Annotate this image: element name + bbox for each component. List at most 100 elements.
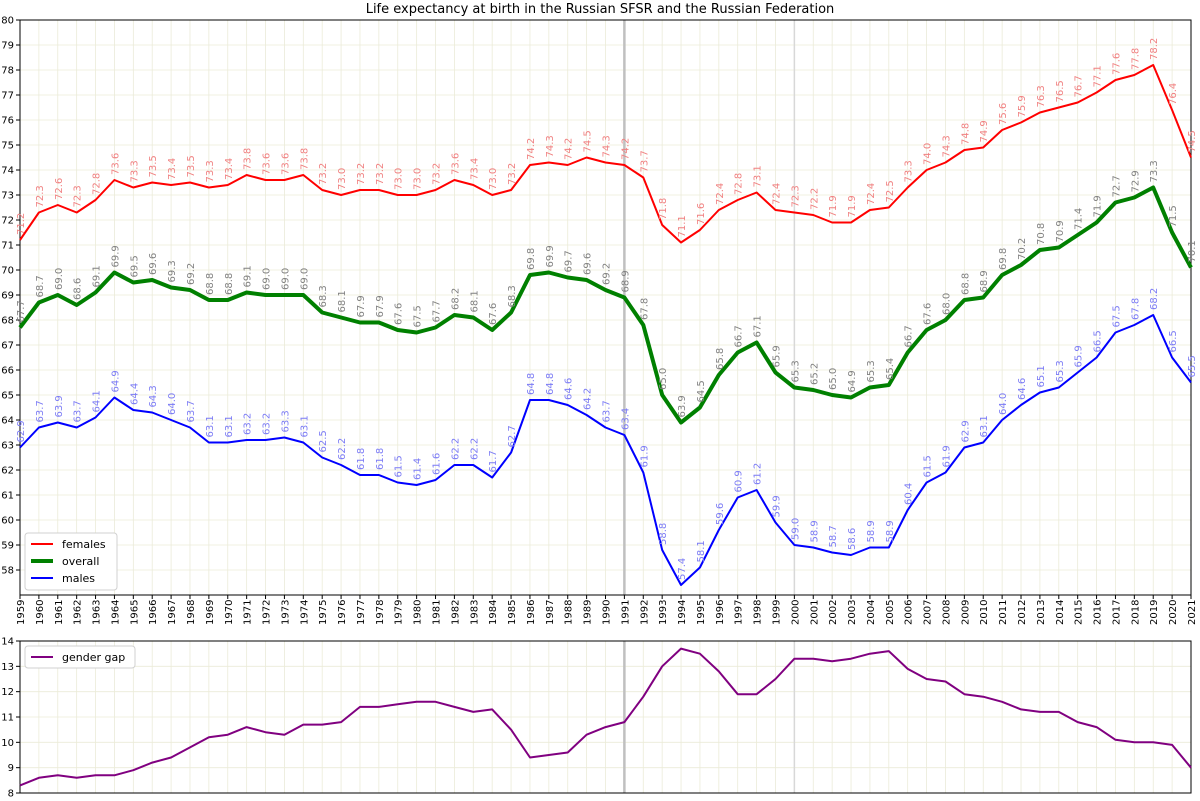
data-label-overall: 69.1 <box>243 265 254 287</box>
data-label-overall: 68.3 <box>507 285 518 307</box>
data-label-overall: 65.0 <box>828 368 839 390</box>
data-label-males: 63.2 <box>262 413 273 435</box>
data-label-males: 63.1 <box>979 415 990 437</box>
data-label-males: 58.1 <box>696 540 707 562</box>
data-label-females: 77.8 <box>1130 48 1141 70</box>
data-label-males: 63.7 <box>35 400 46 422</box>
legend-main: females overall males <box>24 532 118 591</box>
data-label-females: 73.2 <box>507 163 518 185</box>
data-label-females: 72.2 <box>809 188 820 210</box>
data-label-overall: 68.9 <box>979 270 990 292</box>
data-label-females: 76.7 <box>1074 75 1085 97</box>
data-label-females: 71.6 <box>696 203 707 225</box>
data-label-overall: 69.2 <box>186 263 197 285</box>
data-label-females: 73.2 <box>375 163 386 185</box>
legend-box <box>24 645 136 669</box>
x-tick-label: 2000 <box>790 600 801 625</box>
x-tick-label: 2019 <box>1149 600 1160 625</box>
data-label-males: 58.9 <box>866 520 877 542</box>
x-tick-label: 1979 <box>394 600 405 625</box>
x-tick-label: 2009 <box>960 600 971 625</box>
data-label-overall: 67.1 <box>753 315 764 337</box>
x-tick-label: 2010 <box>979 600 990 625</box>
data-label-overall: 69.8 <box>526 248 537 270</box>
data-label-overall: 69.6 <box>148 253 159 275</box>
data-label-females: 75.6 <box>998 103 1009 125</box>
data-label-males: 61.8 <box>356 448 367 470</box>
data-label-females: 74.2 <box>526 138 537 160</box>
data-label-females: 73.7 <box>639 150 650 172</box>
data-label-males: 58.7 <box>828 525 839 547</box>
data-label-overall: 66.7 <box>904 325 915 347</box>
data-label-males: 64.8 <box>526 373 537 395</box>
x-tick-label: 1971 <box>243 600 254 625</box>
data-label-overall: 69.8 <box>998 248 1009 270</box>
x-tick-label: 1983 <box>469 600 480 625</box>
y-tick-label: 71 <box>1 241 14 252</box>
data-label-females: 73.2 <box>356 163 367 185</box>
data-label-females: 73.3 <box>205 160 216 182</box>
y-tick-label: 65 <box>1 391 14 402</box>
legend-box <box>24 532 118 591</box>
data-label-females: 73.1 <box>753 165 764 187</box>
data-label-overall: 65.9 <box>771 345 782 367</box>
data-label-males: 64.6 <box>564 378 575 400</box>
x-tick-label: 1969 <box>205 600 216 625</box>
data-label-females: 71.1 <box>677 215 688 237</box>
x-tick-label: 2015 <box>1074 600 1085 625</box>
data-label-males: 59.6 <box>715 503 726 525</box>
data-label-males: 63.1 <box>205 415 216 437</box>
data-label-males: 63.9 <box>54 395 65 417</box>
data-label-females: 74.3 <box>602 135 613 157</box>
data-label-females: 74.9 <box>979 120 990 142</box>
y-tick-label: 66 <box>1 366 14 377</box>
x-tick-label: 1992 <box>639 600 650 625</box>
data-label-males: 67.8 <box>1130 298 1141 320</box>
data-label-overall: 69.2 <box>602 263 613 285</box>
x-tick-label: 1999 <box>771 600 782 625</box>
x-tick-label: 2008 <box>941 600 952 625</box>
data-label-overall: 71.5 <box>1168 205 1179 227</box>
y-tick-label: 70 <box>1 266 14 277</box>
series-line-males <box>19 314 1192 586</box>
y-tick-label: 59 <box>1 541 14 552</box>
data-label-males: 60.9 <box>734 470 745 492</box>
x-tick-label: 2014 <box>1055 600 1066 625</box>
data-label-overall: 65.3 <box>790 360 801 382</box>
data-label-males: 66.5 <box>1093 330 1104 352</box>
data-label-overall: 68.1 <box>337 290 348 312</box>
data-label-females: 72.8 <box>92 173 103 195</box>
y-tick-label: 76 <box>1 116 14 127</box>
data-label-overall: 69.6 <box>583 253 594 275</box>
data-label-overall: 68.9 <box>620 270 631 292</box>
data-label-males: 63.2 <box>243 413 254 435</box>
data-label-males: 65.1 <box>1036 365 1047 387</box>
data-label-females: 73.5 <box>186 155 197 177</box>
x-tick-label: 1967 <box>167 600 178 625</box>
series-line-females <box>19 64 1192 244</box>
x-tick-label: 1996 <box>715 600 726 625</box>
x-tick-label: 1991 <box>620 600 631 625</box>
y-tick-label: 63 <box>1 441 14 452</box>
data-label-males: 65.3 <box>1055 360 1066 382</box>
y-tick-label: 74 <box>1 166 14 177</box>
data-label-males: 67.5 <box>1111 305 1122 327</box>
data-label-females: 71.9 <box>847 195 858 217</box>
data-label-females: 73.2 <box>318 163 329 185</box>
data-label-overall: 69.0 <box>262 268 273 290</box>
data-label-males: 57.4 <box>677 558 688 580</box>
legend-label-gender-gap: gender gap <box>62 651 125 664</box>
data-label-overall: 68.6 <box>73 278 84 300</box>
data-label-females: 72.3 <box>35 185 46 207</box>
x-tick-label: 1968 <box>186 600 197 625</box>
data-label-females: 76.4 <box>1168 83 1179 105</box>
data-label-overall: 64.5 <box>696 380 707 402</box>
x-tick-label: 1985 <box>507 600 518 625</box>
data-label-females: 74.3 <box>545 135 556 157</box>
data-label-males: 64.2 <box>583 388 594 410</box>
data-label-overall: 65.3 <box>866 360 877 382</box>
data-label-males: 63.7 <box>602 400 613 422</box>
x-tick-label: 2007 <box>923 600 934 625</box>
x-tick-label: 1970 <box>224 600 235 625</box>
